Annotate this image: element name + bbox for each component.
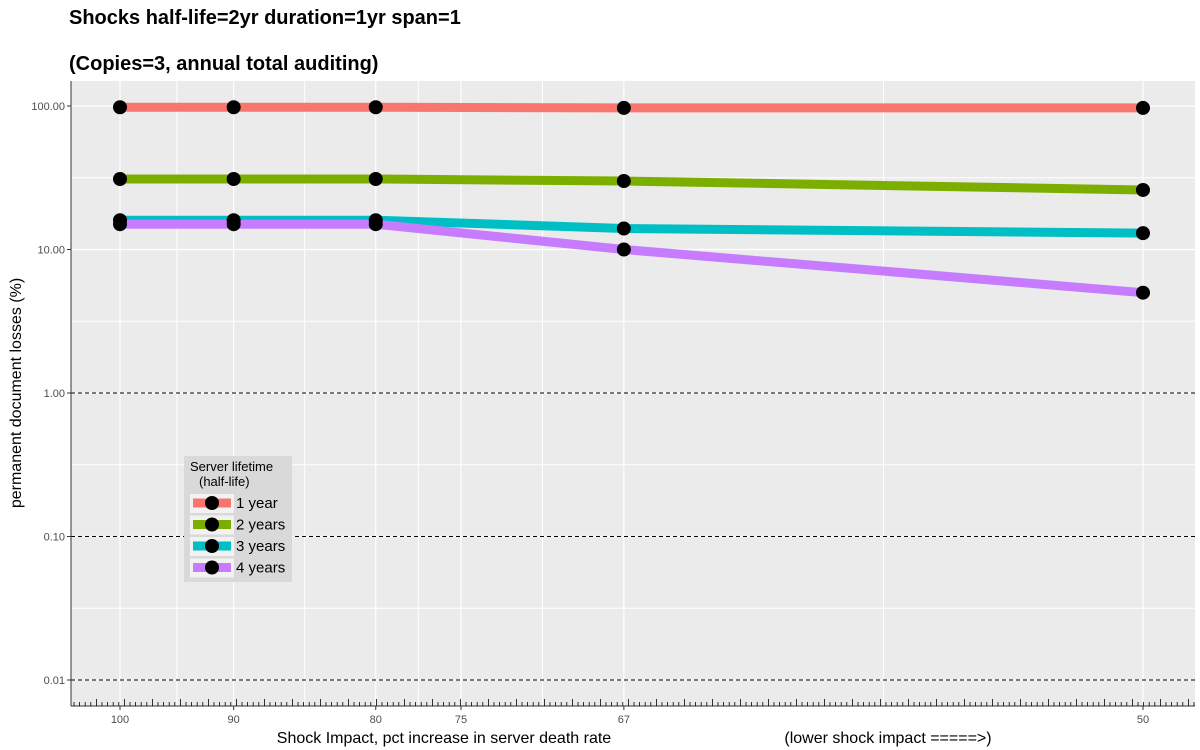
legend-item: 2 years — [190, 515, 285, 535]
x-axis-note: (lower shock impact =====>) — [784, 730, 991, 747]
x-tick-label: 80 — [370, 714, 382, 726]
data-point — [1136, 100, 1150, 115]
legend-label: 2 years — [236, 517, 285, 534]
legend-item: 1 year — [190, 494, 278, 513]
legend-subtitle: (half-life) — [199, 474, 250, 489]
data-point — [1136, 285, 1150, 300]
legend-label: 4 years — [236, 560, 285, 577]
x-tick-label: 67 — [618, 714, 630, 726]
legend-item: 4 years — [190, 558, 285, 578]
legend: Server lifetime (half-life) 1 year 2 year… — [184, 456, 292, 582]
data-point — [616, 100, 631, 115]
series-layer — [113, 100, 1150, 300]
data-point — [1136, 226, 1150, 241]
y-tick-label: 0.01 — [44, 675, 65, 687]
axis-layer: 0.01 0.10 1.00 10.00 100.00 100 90 80 75 67 50 — [31, 81, 1195, 726]
data-point — [226, 217, 241, 232]
legend-item: 3 years — [190, 537, 285, 556]
series-line — [120, 102, 1143, 113]
data-point — [616, 221, 631, 236]
x-tick-label: 90 — [228, 714, 240, 726]
legend-label: 1 year — [236, 495, 278, 512]
y-tick-label: 0.10 — [44, 532, 65, 544]
data-point — [113, 171, 127, 186]
legend-items: 1 year 2 years 3 years 4 years — [190, 494, 285, 578]
chart-subtitle: (Copies=3, annual total auditing) — [69, 53, 378, 75]
data-point — [113, 100, 127, 115]
y-axis-label: permanent document losses (%) — [8, 278, 25, 508]
data-point — [616, 174, 631, 189]
data-point — [368, 171, 383, 186]
data-point — [368, 100, 383, 115]
chart-title: Shocks half-life=2yr duration=1yr span=1 — [69, 7, 461, 29]
legend-key-point — [205, 517, 219, 532]
y-tick-label: 100.00 — [31, 101, 65, 113]
legend-key-point — [205, 496, 219, 510]
y-tick-label: 10.00 — [37, 245, 65, 257]
x-tick-label: 100 — [111, 714, 129, 726]
legend-key-point — [205, 560, 219, 575]
x-tick-label: 75 — [455, 714, 467, 726]
x-axis-label: Shock Impact, pct increase in server dea… — [277, 730, 611, 747]
legend-title: Server lifetime — [190, 459, 273, 474]
data-point — [113, 217, 127, 232]
data-point — [226, 171, 241, 186]
data-point — [1136, 182, 1150, 197]
data-point — [368, 217, 383, 232]
legend-key-point — [205, 539, 219, 553]
data-point — [226, 100, 241, 115]
y-tick-label: 1.00 — [44, 388, 65, 400]
legend-label: 3 years — [236, 538, 285, 555]
data-point — [616, 242, 631, 257]
x-tick-label: 50 — [1137, 714, 1149, 726]
